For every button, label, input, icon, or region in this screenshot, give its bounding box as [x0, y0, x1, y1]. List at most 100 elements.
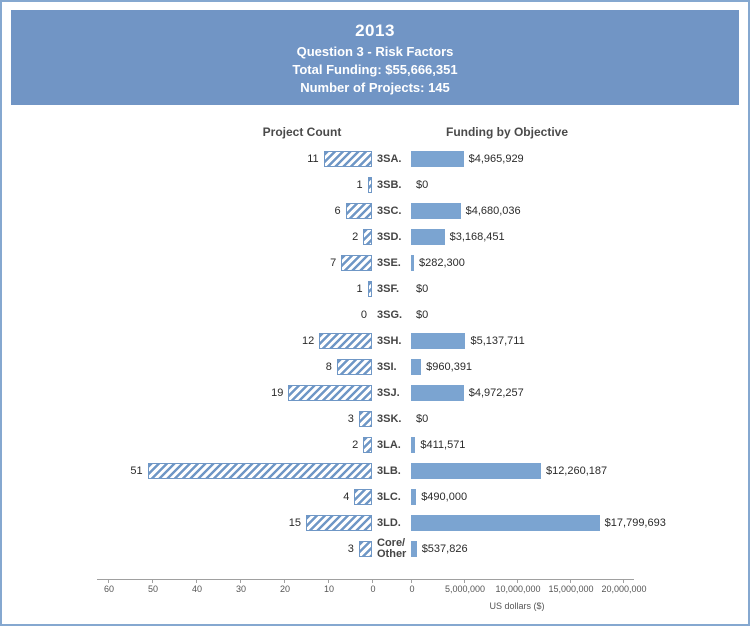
funding-value: $490,000: [421, 491, 468, 503]
funding-bar: [411, 385, 464, 401]
chart-row: 1 3SF. $0: [2, 276, 748, 302]
funding-value: $960,391: [426, 361, 473, 373]
right-column-header: Funding by Objective: [445, 125, 568, 139]
project-count-cell: 3: [97, 541, 372, 557]
left-column-header: Project Count: [262, 125, 342, 139]
funding-cell: $960,391: [411, 359, 748, 375]
funding-cell: $0: [411, 283, 748, 295]
chart-row: 3 3SK. $0: [2, 406, 748, 432]
project-count-bar: [336, 359, 372, 375]
category-label: 3SF.: [377, 282, 400, 295]
axis-tick: 5,000,000: [445, 579, 485, 594]
chart-row: 12 3SH. $5,137,711: [2, 328, 748, 354]
axis-tick-label: 10,000,000: [495, 584, 541, 594]
project-count-value: 2: [352, 439, 359, 451]
project-count-value: 1: [356, 179, 363, 191]
axis-tick-label: 60: [103, 584, 115, 594]
funding-bar: [411, 151, 464, 167]
project-count-bar: [306, 515, 372, 531]
project-count-bar: [341, 255, 372, 271]
funding-bar: [411, 333, 466, 349]
project-count-cell: 7: [97, 255, 372, 271]
project-count-cell: 51: [97, 463, 372, 479]
funding-bar: [411, 463, 541, 479]
axis-tick: 50: [148, 579, 158, 594]
axis-title: US dollars ($): [489, 601, 545, 611]
funding-cell: $0: [411, 179, 748, 191]
project-count-cell: 12: [97, 333, 372, 349]
axis-tick: 0: [409, 579, 415, 594]
project-count-bar: [367, 281, 372, 297]
header-question: Question 3 - Risk Factors: [296, 43, 454, 59]
axis-tick-label: 0: [370, 584, 376, 594]
funding-cell: $411,571: [411, 437, 748, 453]
category-label: 3SA.: [377, 152, 402, 165]
axis-tick: 0: [370, 579, 376, 594]
project-count-value: 8: [325, 361, 332, 373]
chart-row: 2 3LA. $411,571: [2, 432, 748, 458]
funding-cell: $17,799,693: [411, 515, 748, 531]
chart-row: 51 3LB. $12,260,187: [2, 458, 748, 484]
funding-value: $4,965,929: [468, 153, 524, 165]
funding-bar: [411, 489, 417, 505]
project-count-cell: 4: [97, 489, 372, 505]
axis-tick-label: 20,000,000: [601, 584, 647, 594]
category-label: 3SH.: [377, 334, 402, 347]
funding-value: $12,260,187: [545, 465, 608, 477]
axis-tick: 15,000,000: [548, 579, 594, 594]
funding-value: $411,571: [420, 439, 466, 451]
funding-cell: $537,826: [411, 541, 748, 557]
funding-bar: [411, 359, 422, 375]
chart-row: 2 3SD. $3,168,451: [2, 224, 748, 250]
project-count-bar: [363, 437, 372, 453]
project-count-value: 3: [347, 413, 354, 425]
project-count-value: 11: [307, 153, 319, 165]
category-label: 3SK.: [377, 412, 402, 425]
category-label: 3LD.: [377, 516, 401, 529]
funding-cell: $12,260,187: [411, 463, 748, 479]
funding-value: $3,168,451: [449, 231, 505, 243]
project-count-value: 0: [360, 309, 367, 321]
chart-row: 1 3SB. $0: [2, 172, 748, 198]
axis-tick-label: 5,000,000: [444, 584, 486, 594]
axis-tick: 20: [280, 579, 290, 594]
chart-row: 8 3SI. $960,391: [2, 354, 748, 380]
axis-tick-label: 50: [147, 584, 159, 594]
project-count-bar: [319, 333, 372, 349]
project-count-cell: 3: [97, 411, 372, 427]
project-count-value: 15: [288, 517, 301, 529]
project-count-value: 19: [271, 387, 284, 399]
funding-bar: [411, 515, 600, 531]
category-label: 3SJ.: [377, 386, 400, 399]
axis-tick: 10,000,000: [495, 579, 541, 594]
chart-row: 3 Core/ Other $537,826: [2, 536, 748, 562]
project-count-cell: 15: [97, 515, 372, 531]
funding-value: $4,972,257: [468, 387, 524, 399]
funding-value: $0: [416, 283, 429, 295]
funding-value: $0: [416, 179, 429, 191]
chart-row: 7 3SE. $282,300: [2, 250, 748, 276]
project-count-bar: [367, 177, 372, 193]
axis-tick: 10: [324, 579, 334, 594]
category-label: Core/ Other: [377, 537, 407, 560]
chart-rows: 11 3SA. $4,965,929 1 3SB. $0 6 3SC. $4,680,036 2 3…: [2, 146, 748, 562]
chart-row: 19 3SJ. $4,972,257: [2, 380, 748, 406]
funding-cell: $4,965,929: [411, 151, 748, 167]
axis-tick: 60: [104, 579, 114, 594]
project-count-cell: 6: [97, 203, 372, 219]
category-label: 3SE.: [377, 256, 401, 269]
chart-header: 2013 Question 3 - Risk Factors Total Fun…: [11, 10, 739, 105]
axis-tick: 20,000,000: [601, 579, 647, 594]
project-count-cell: 1: [97, 281, 372, 297]
chart-row: 4 3LC. $490,000: [2, 484, 748, 510]
project-count-cell: 8: [97, 359, 372, 375]
funding-value: $0: [416, 413, 429, 425]
funding-bar: [411, 203, 461, 219]
funding-cell: $5,137,711: [411, 333, 748, 349]
project-count-value: 2: [352, 231, 359, 243]
axis-tick-label: 20: [279, 584, 291, 594]
axis-tick-label: 30: [235, 584, 247, 594]
funding-cell: $0: [411, 413, 748, 425]
project-count-cell: 19: [97, 385, 372, 401]
